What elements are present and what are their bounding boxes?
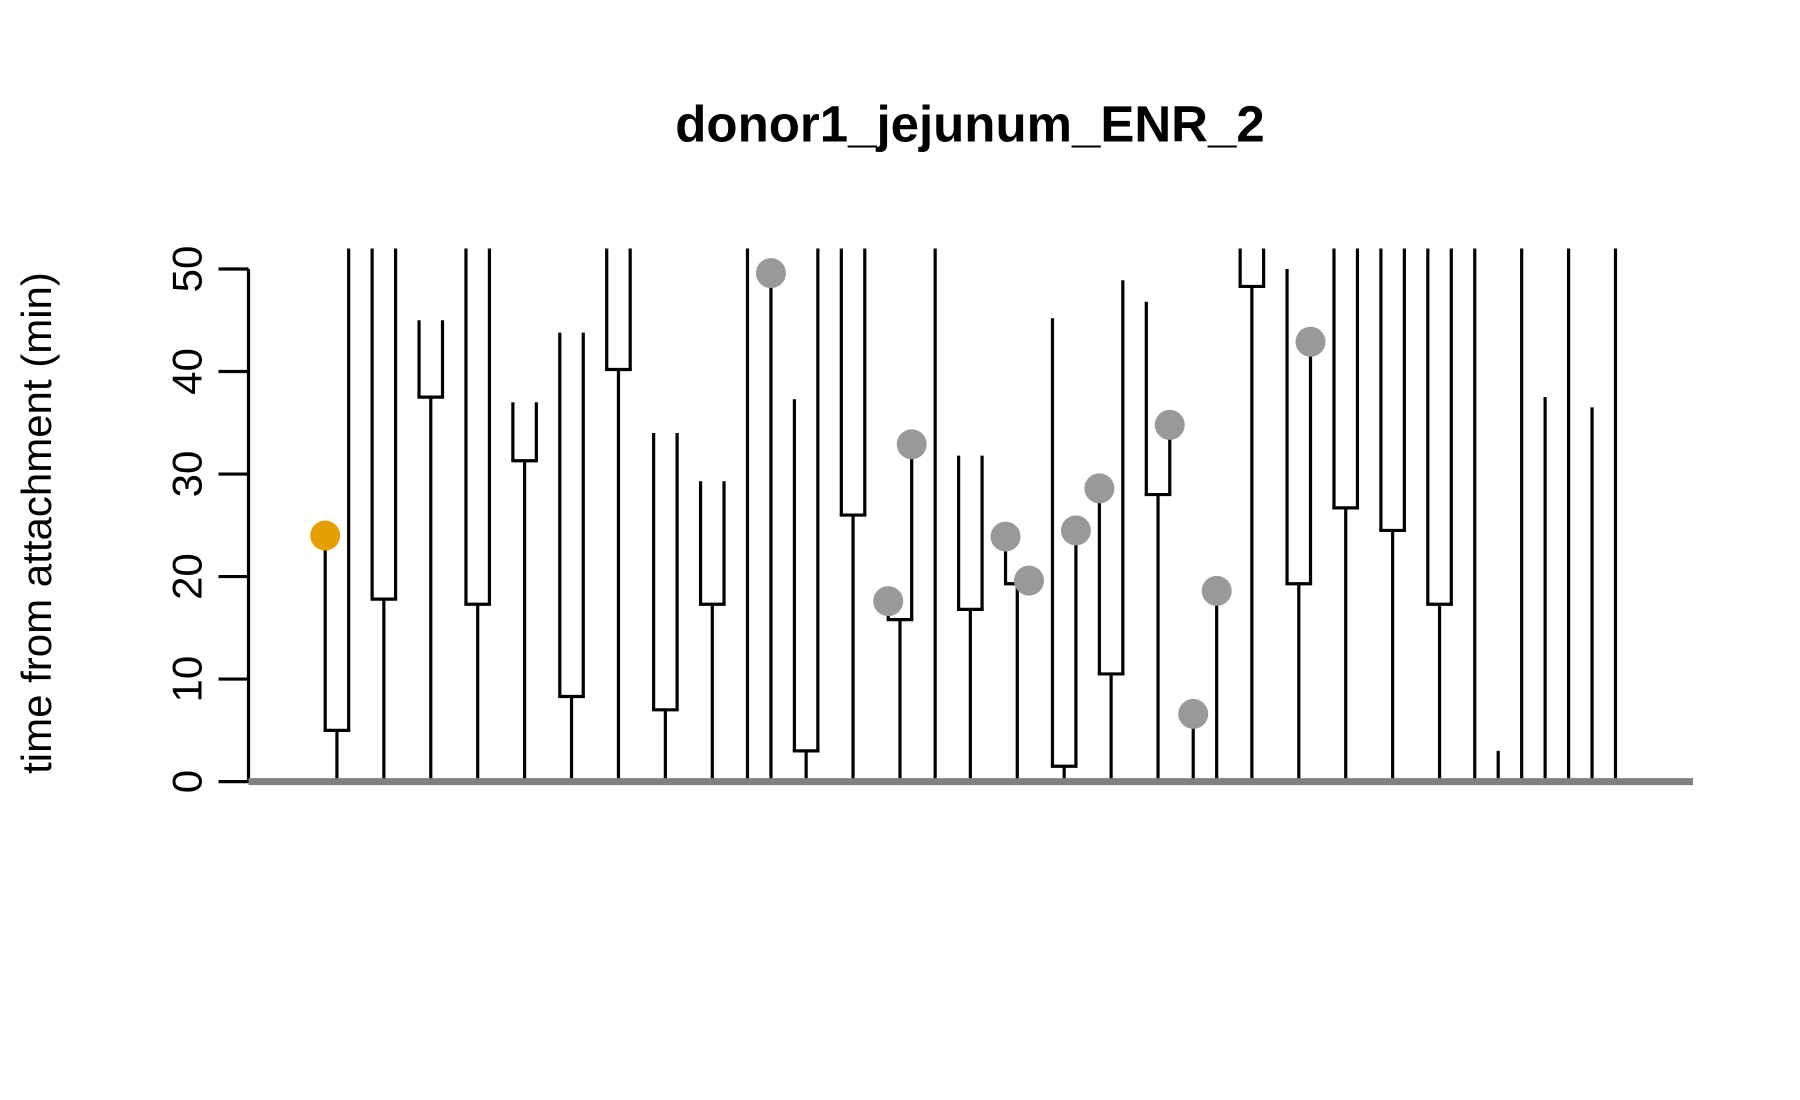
event-dot	[1060, 515, 1091, 546]
event-dot	[755, 258, 786, 289]
y-tick-label: 50	[164, 246, 211, 293]
y-axis-label: time from attachment (min)	[13, 272, 60, 774]
event-dot	[990, 521, 1021, 552]
y-tick-label: 20	[164, 553, 211, 600]
event-dot	[1178, 698, 1209, 729]
event-dot	[1295, 326, 1326, 357]
event-dot	[1154, 409, 1185, 440]
y-tick-label: 10	[164, 656, 211, 703]
event-dot	[873, 586, 904, 617]
event-dot	[1084, 473, 1115, 504]
y-tick-label: 0	[164, 770, 211, 793]
event-dot	[1201, 575, 1232, 606]
y-tick-label: 40	[164, 348, 211, 395]
event-dot	[896, 429, 927, 460]
event-dot	[1014, 565, 1044, 596]
event-dot	[310, 520, 341, 551]
chart-title: donor1_jejunum_ENR_2	[675, 95, 1264, 152]
y-tick-label: 30	[164, 451, 211, 498]
